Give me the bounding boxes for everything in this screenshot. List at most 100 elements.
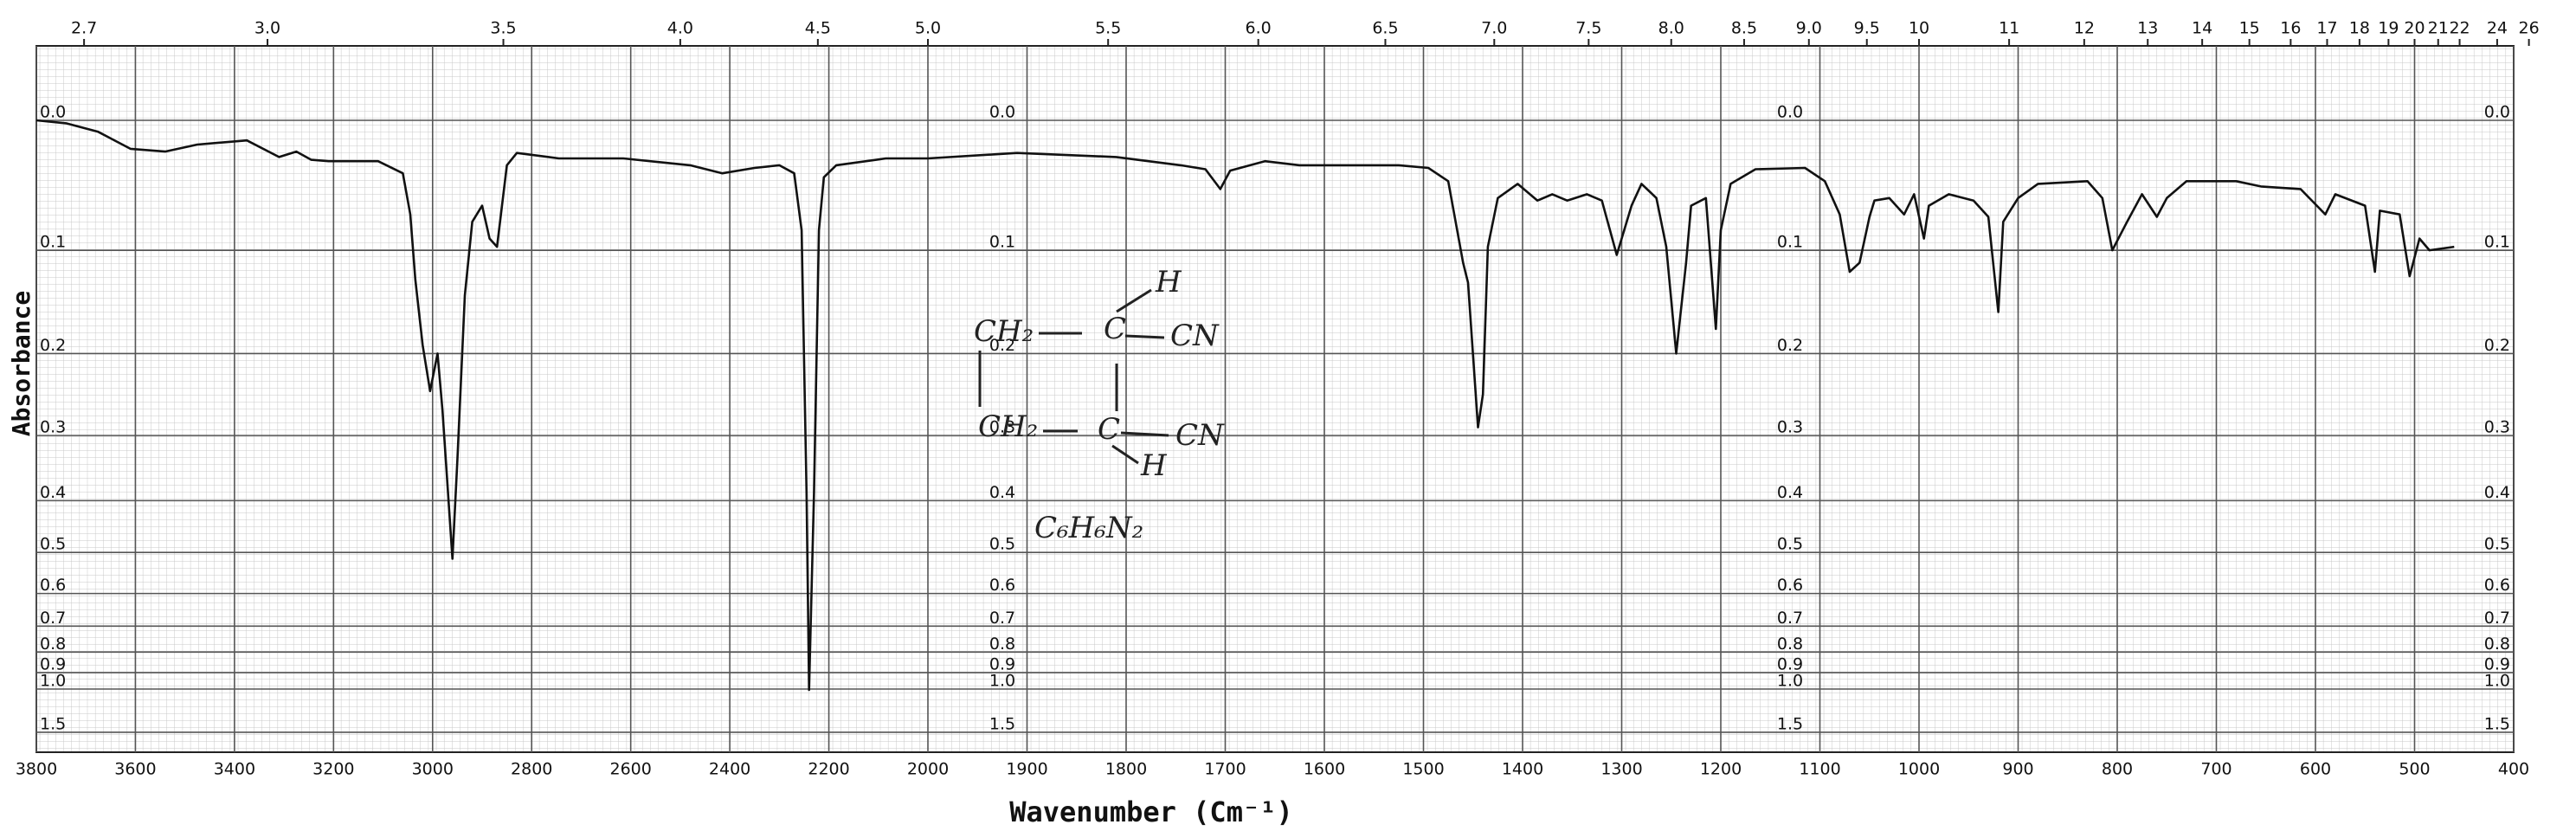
x-tick-label: 1200 — [1700, 760, 1742, 779]
y-tick-label: 0.7 — [1777, 609, 1803, 628]
y-tick-label: 0.6 — [2484, 576, 2510, 595]
x-tick-label: 2000 — [907, 760, 949, 779]
y-tick-label: 0.6 — [989, 576, 1015, 595]
y-tick-label: 0.0 — [989, 103, 1015, 122]
x2-tick-label: 2.7 — [71, 19, 97, 38]
x2-tick-label: 13 — [2137, 19, 2158, 38]
x2-tick-label: 18 — [2349, 19, 2370, 38]
plot-area — [35, 45, 2515, 753]
y-tick-label: 0.2 — [40, 336, 66, 355]
structure-annotation: C — [1104, 312, 1126, 346]
y-tick-label: 0.7 — [2484, 609, 2510, 628]
x-tick-label: 1300 — [1600, 760, 1642, 779]
structure-annotation: H — [1140, 448, 1168, 483]
x2-tick-label: 26 — [2519, 19, 2540, 38]
x-tick-label: 1400 — [1502, 760, 1543, 779]
x-tick-label: 2600 — [609, 760, 651, 779]
x2-tick-label: 12 — [2074, 19, 2095, 38]
y-tick-label: 0.5 — [2484, 535, 2510, 554]
x2-tick-label: 8.0 — [1658, 19, 1684, 38]
y-tick-label: 0.0 — [40, 103, 66, 122]
x2-tick-label: 19 — [2378, 19, 2399, 38]
x-axis-label: Wavenumber (Cm⁻¹) — [1009, 796, 1293, 828]
x2-tick-label: 4.0 — [667, 19, 693, 38]
x-tick-label: 700 — [2200, 760, 2231, 779]
x2-tick-label: 8.5 — [1731, 19, 1757, 38]
structure-annotation: C — [1098, 412, 1120, 447]
y-tick-label: 0.0 — [1777, 103, 1803, 122]
y-tick-label: 0.4 — [989, 483, 1015, 502]
x-tick-label: 600 — [2300, 760, 2331, 779]
structure-annotation: CH₂ — [974, 314, 1034, 349]
x-tick-label: 500 — [2399, 760, 2430, 779]
x-tick-label: 2200 — [808, 760, 849, 779]
x-tick-label: 2800 — [511, 760, 552, 779]
x2-tick-label: 20 — [2404, 19, 2425, 38]
x2-tick-label: 21 — [2428, 19, 2449, 38]
y-tick-label: 0.1 — [40, 233, 66, 252]
x2-tick-label: 15 — [2239, 19, 2260, 38]
y-tick-label: 0.3 — [989, 418, 1015, 437]
structure-annotation: CN — [1170, 319, 1220, 353]
structure-bond — [1111, 444, 1139, 465]
x2-tick-label: 22 — [2449, 19, 2470, 38]
y-tick-label: 1.5 — [1777, 714, 1803, 733]
y-tick-label: 0.0 — [2484, 103, 2510, 122]
x-tick-label: 800 — [2102, 760, 2133, 779]
y-tick-label: 1.0 — [1777, 672, 1803, 691]
x-tick-label: 3000 — [412, 760, 454, 779]
y-tick-label: 0.8 — [40, 635, 66, 654]
y-tick-label: 1.5 — [2484, 714, 2510, 733]
structure-bond — [1116, 288, 1152, 313]
x-tick-label: 1100 — [1799, 760, 1840, 779]
y-tick-label: 0.6 — [1777, 576, 1803, 595]
y-tick-label: 0.7 — [989, 609, 1015, 628]
x2-tick-label: 9.0 — [1796, 19, 1822, 38]
x2-tick-label: 3.0 — [254, 19, 280, 38]
y-tick-label: 0.5 — [989, 535, 1015, 554]
y-tick-label: 0.3 — [2484, 418, 2510, 437]
y-tick-label: 0.4 — [2484, 483, 2510, 502]
y-tick-label: 0.9 — [1777, 655, 1803, 674]
x-tick-label: 1500 — [1402, 760, 1444, 779]
x-tick-label: 3200 — [312, 760, 354, 779]
x2-tick-label: 11 — [1999, 19, 2019, 38]
x2-tick-label: 9.5 — [1854, 19, 1880, 38]
y-tick-label: 1.5 — [989, 714, 1015, 733]
x2-tick-label: 24 — [2487, 19, 2508, 38]
structure-annotation: H — [1155, 265, 1182, 300]
y-axis-label: Absorbance — [7, 291, 35, 437]
y-tick-label: 0.4 — [1777, 483, 1803, 502]
structure-bond — [1120, 431, 1169, 437]
y-tick-label: 0.1 — [989, 233, 1015, 252]
x2-tick-label: 17 — [2316, 19, 2337, 38]
x-tick-label: 3600 — [114, 760, 156, 779]
y-tick-label: 0.5 — [40, 535, 66, 554]
x2-tick-label: 7.0 — [1481, 19, 1507, 38]
x2-tick-label: 14 — [2192, 19, 2212, 38]
x2-tick-label: 5.5 — [1095, 19, 1121, 38]
y-tick-label: 0.8 — [989, 635, 1015, 654]
y-tick-label: 0.1 — [1777, 233, 1803, 252]
structure-bond — [1124, 334, 1165, 339]
structure-annotation: C₆H₆N₂ — [1034, 511, 1143, 545]
y-tick-label: 0.8 — [2484, 635, 2510, 654]
x-tick-label: 2400 — [709, 760, 750, 779]
x2-tick-label: 16 — [2280, 19, 2301, 38]
y-tick-label: 0.9 — [40, 655, 66, 674]
y-tick-label: 0.2 — [1777, 336, 1803, 355]
y-tick-label: 0.2 — [2484, 336, 2510, 355]
y-tick-label: 0.4 — [40, 483, 66, 502]
y-tick-label: 1.0 — [2484, 672, 2510, 691]
x-tick-label: 900 — [2002, 760, 2033, 779]
y-tick-label: 0.3 — [40, 418, 66, 437]
x2-tick-label: 3.5 — [490, 19, 516, 38]
x2-tick-label: 7.5 — [1575, 19, 1601, 38]
x2-tick-label: 10 — [1909, 19, 1929, 38]
x-tick-label: 1800 — [1105, 760, 1147, 779]
x-tick-label: 400 — [2498, 760, 2529, 779]
y-tick-label: 0.1 — [2484, 233, 2510, 252]
x2-tick-label: 6.5 — [1372, 19, 1398, 38]
